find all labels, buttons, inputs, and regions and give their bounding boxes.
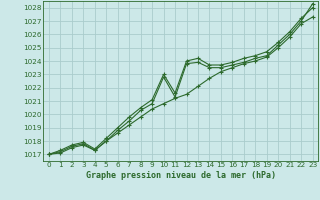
X-axis label: Graphe pression niveau de la mer (hPa): Graphe pression niveau de la mer (hPa) xyxy=(86,171,276,180)
